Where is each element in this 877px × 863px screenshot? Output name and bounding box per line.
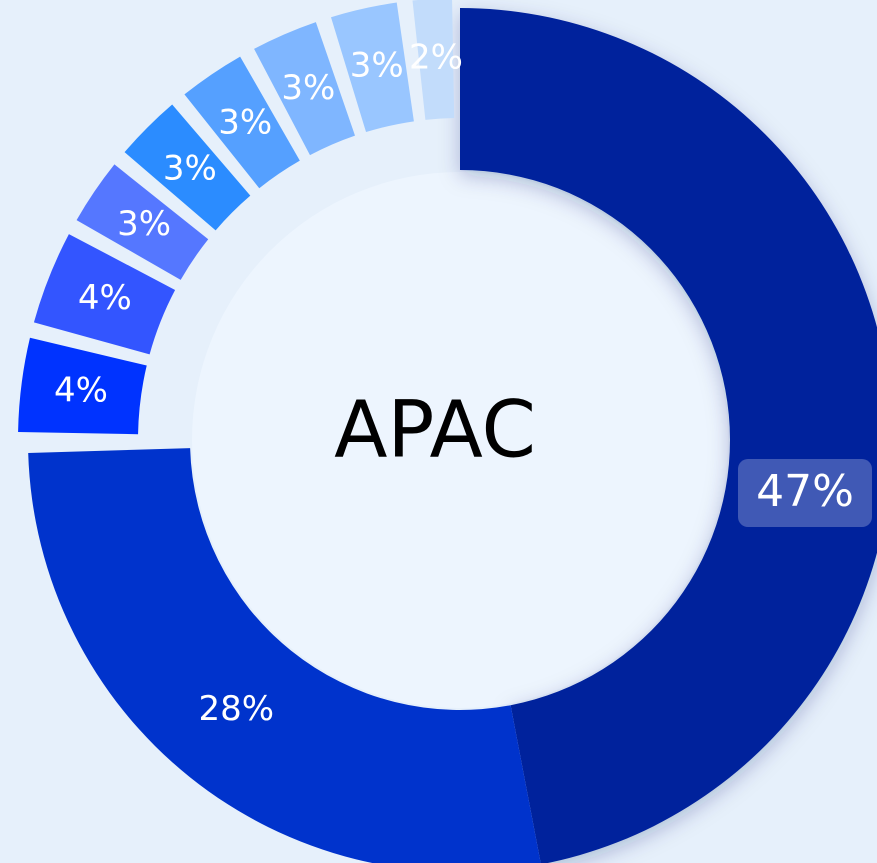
value-label: 3%	[163, 148, 217, 188]
value-label: 3%	[281, 68, 335, 108]
donut-segment	[28, 448, 541, 863]
value-label: 3%	[350, 46, 404, 86]
donut-segment	[460, 8, 877, 863]
value-label: 4%	[78, 278, 132, 318]
donut-hole	[192, 172, 728, 708]
value-label: 3%	[117, 204, 171, 244]
donut-segment	[33, 234, 176, 355]
value-label: 4%	[54, 371, 108, 411]
value-label: 47%	[756, 466, 854, 517]
donut-segment	[124, 104, 251, 231]
donut-segment	[412, 0, 455, 120]
center-label: APAC	[334, 385, 536, 475]
donut-segment	[254, 22, 356, 156]
donut-segment	[76, 164, 209, 280]
value-label: 28%	[198, 689, 274, 729]
donut-segment	[331, 2, 414, 133]
donut-segment	[184, 56, 300, 189]
value-label: 2%	[409, 37, 463, 77]
value-label: 3%	[218, 103, 272, 143]
label-box	[738, 459, 872, 527]
donut-segment	[18, 337, 147, 435]
